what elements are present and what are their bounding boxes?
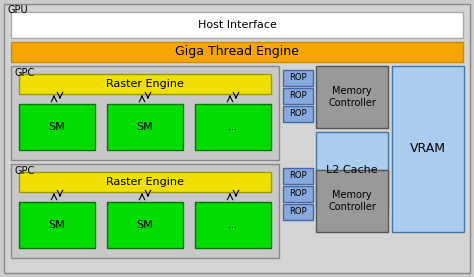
Bar bbox=[316, 66, 388, 128]
Text: ...: ... bbox=[228, 220, 237, 230]
Bar bbox=[283, 88, 313, 104]
Bar bbox=[195, 202, 271, 248]
Bar bbox=[283, 168, 313, 184]
Bar bbox=[19, 104, 95, 150]
Text: GPC: GPC bbox=[15, 166, 35, 176]
Bar bbox=[392, 66, 464, 232]
Text: Giga Thread Engine: Giga Thread Engine bbox=[175, 45, 299, 58]
Text: ROP: ROP bbox=[289, 207, 307, 217]
Text: Memory
Controller: Memory Controller bbox=[328, 190, 376, 212]
Text: Memory
Controller: Memory Controller bbox=[328, 86, 376, 108]
Text: SM: SM bbox=[137, 122, 154, 132]
Bar bbox=[316, 132, 388, 208]
Text: GPU: GPU bbox=[8, 5, 28, 15]
Text: Raster Engine: Raster Engine bbox=[106, 79, 184, 89]
Text: ROP: ROP bbox=[289, 73, 307, 83]
Text: SM: SM bbox=[49, 220, 65, 230]
Text: L2 Cache: L2 Cache bbox=[326, 165, 378, 175]
Bar bbox=[107, 104, 183, 150]
Bar bbox=[283, 106, 313, 122]
Bar bbox=[283, 186, 313, 202]
Bar bbox=[316, 170, 388, 232]
Bar bbox=[11, 66, 279, 160]
Bar bbox=[195, 104, 271, 150]
Text: GPC: GPC bbox=[15, 68, 35, 78]
Bar bbox=[11, 164, 279, 258]
Bar bbox=[283, 204, 313, 220]
Bar bbox=[107, 202, 183, 248]
Text: SM: SM bbox=[49, 122, 65, 132]
Text: ...: ... bbox=[228, 122, 237, 132]
Text: Host Interface: Host Interface bbox=[198, 20, 276, 30]
Text: SM: SM bbox=[137, 220, 154, 230]
Bar bbox=[283, 70, 313, 86]
Bar bbox=[19, 172, 271, 192]
Text: Raster Engine: Raster Engine bbox=[106, 177, 184, 187]
Text: ROP: ROP bbox=[289, 171, 307, 181]
Text: ROP: ROP bbox=[289, 109, 307, 119]
Bar bbox=[11, 12, 463, 38]
Bar bbox=[11, 42, 463, 62]
Text: ROP: ROP bbox=[289, 189, 307, 199]
Bar bbox=[19, 74, 271, 94]
Bar bbox=[19, 202, 95, 248]
Text: ROP: ROP bbox=[289, 91, 307, 101]
Text: VRAM: VRAM bbox=[410, 142, 446, 155]
